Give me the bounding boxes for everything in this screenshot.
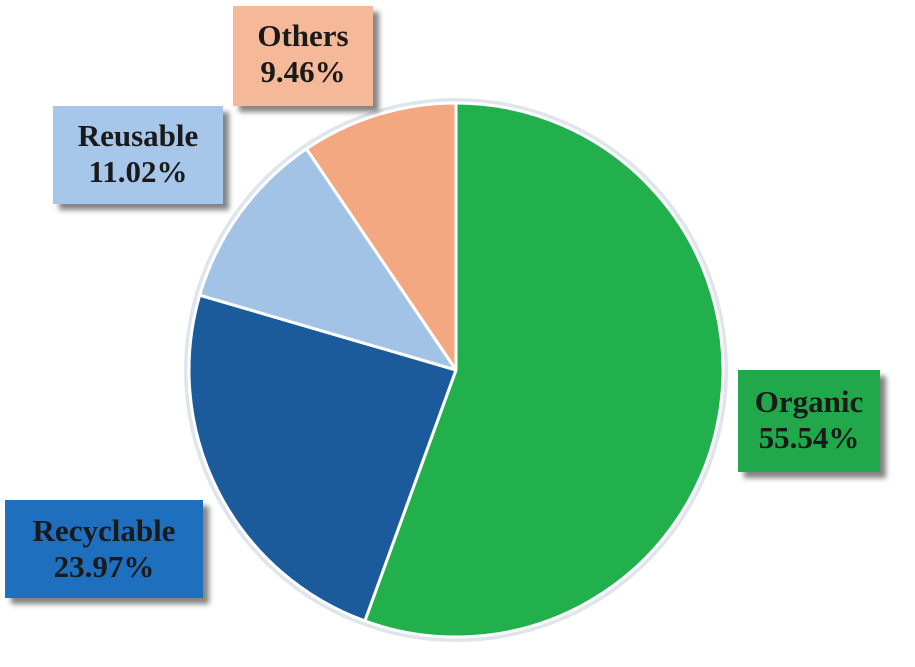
slice-label-recyclable-value: 23.97% [53, 549, 155, 584]
slice-label-reusable-name: Reusable [77, 118, 199, 153]
slice-label-others-value: 9.46% [260, 54, 346, 89]
slice-label-reusable-value: 11.02% [88, 154, 188, 189]
pie-slices [187, 101, 725, 639]
pie-slice-reusable [198, 147, 458, 372]
pie-slice-recyclable [187, 293, 458, 623]
slice-label-organic-name: Organic [754, 384, 864, 419]
slice-label-organic: Organic 55.54% [738, 370, 880, 472]
pie-outer-ring [184, 98, 728, 642]
slice-label-others-name: Others [257, 18, 349, 53]
pie-slice-others [304, 101, 458, 372]
slice-label-reusable: Reusable 11.02% [53, 106, 223, 204]
slice-label-organic-value: 55.54% [758, 420, 860, 455]
slice-label-recyclable-name: Recyclable [32, 513, 176, 548]
slice-label-recyclable: Recyclable 23.97% [5, 500, 203, 598]
slice-label-others: Others 9.46% [233, 6, 373, 106]
pie-slice-organic [363, 101, 725, 639]
